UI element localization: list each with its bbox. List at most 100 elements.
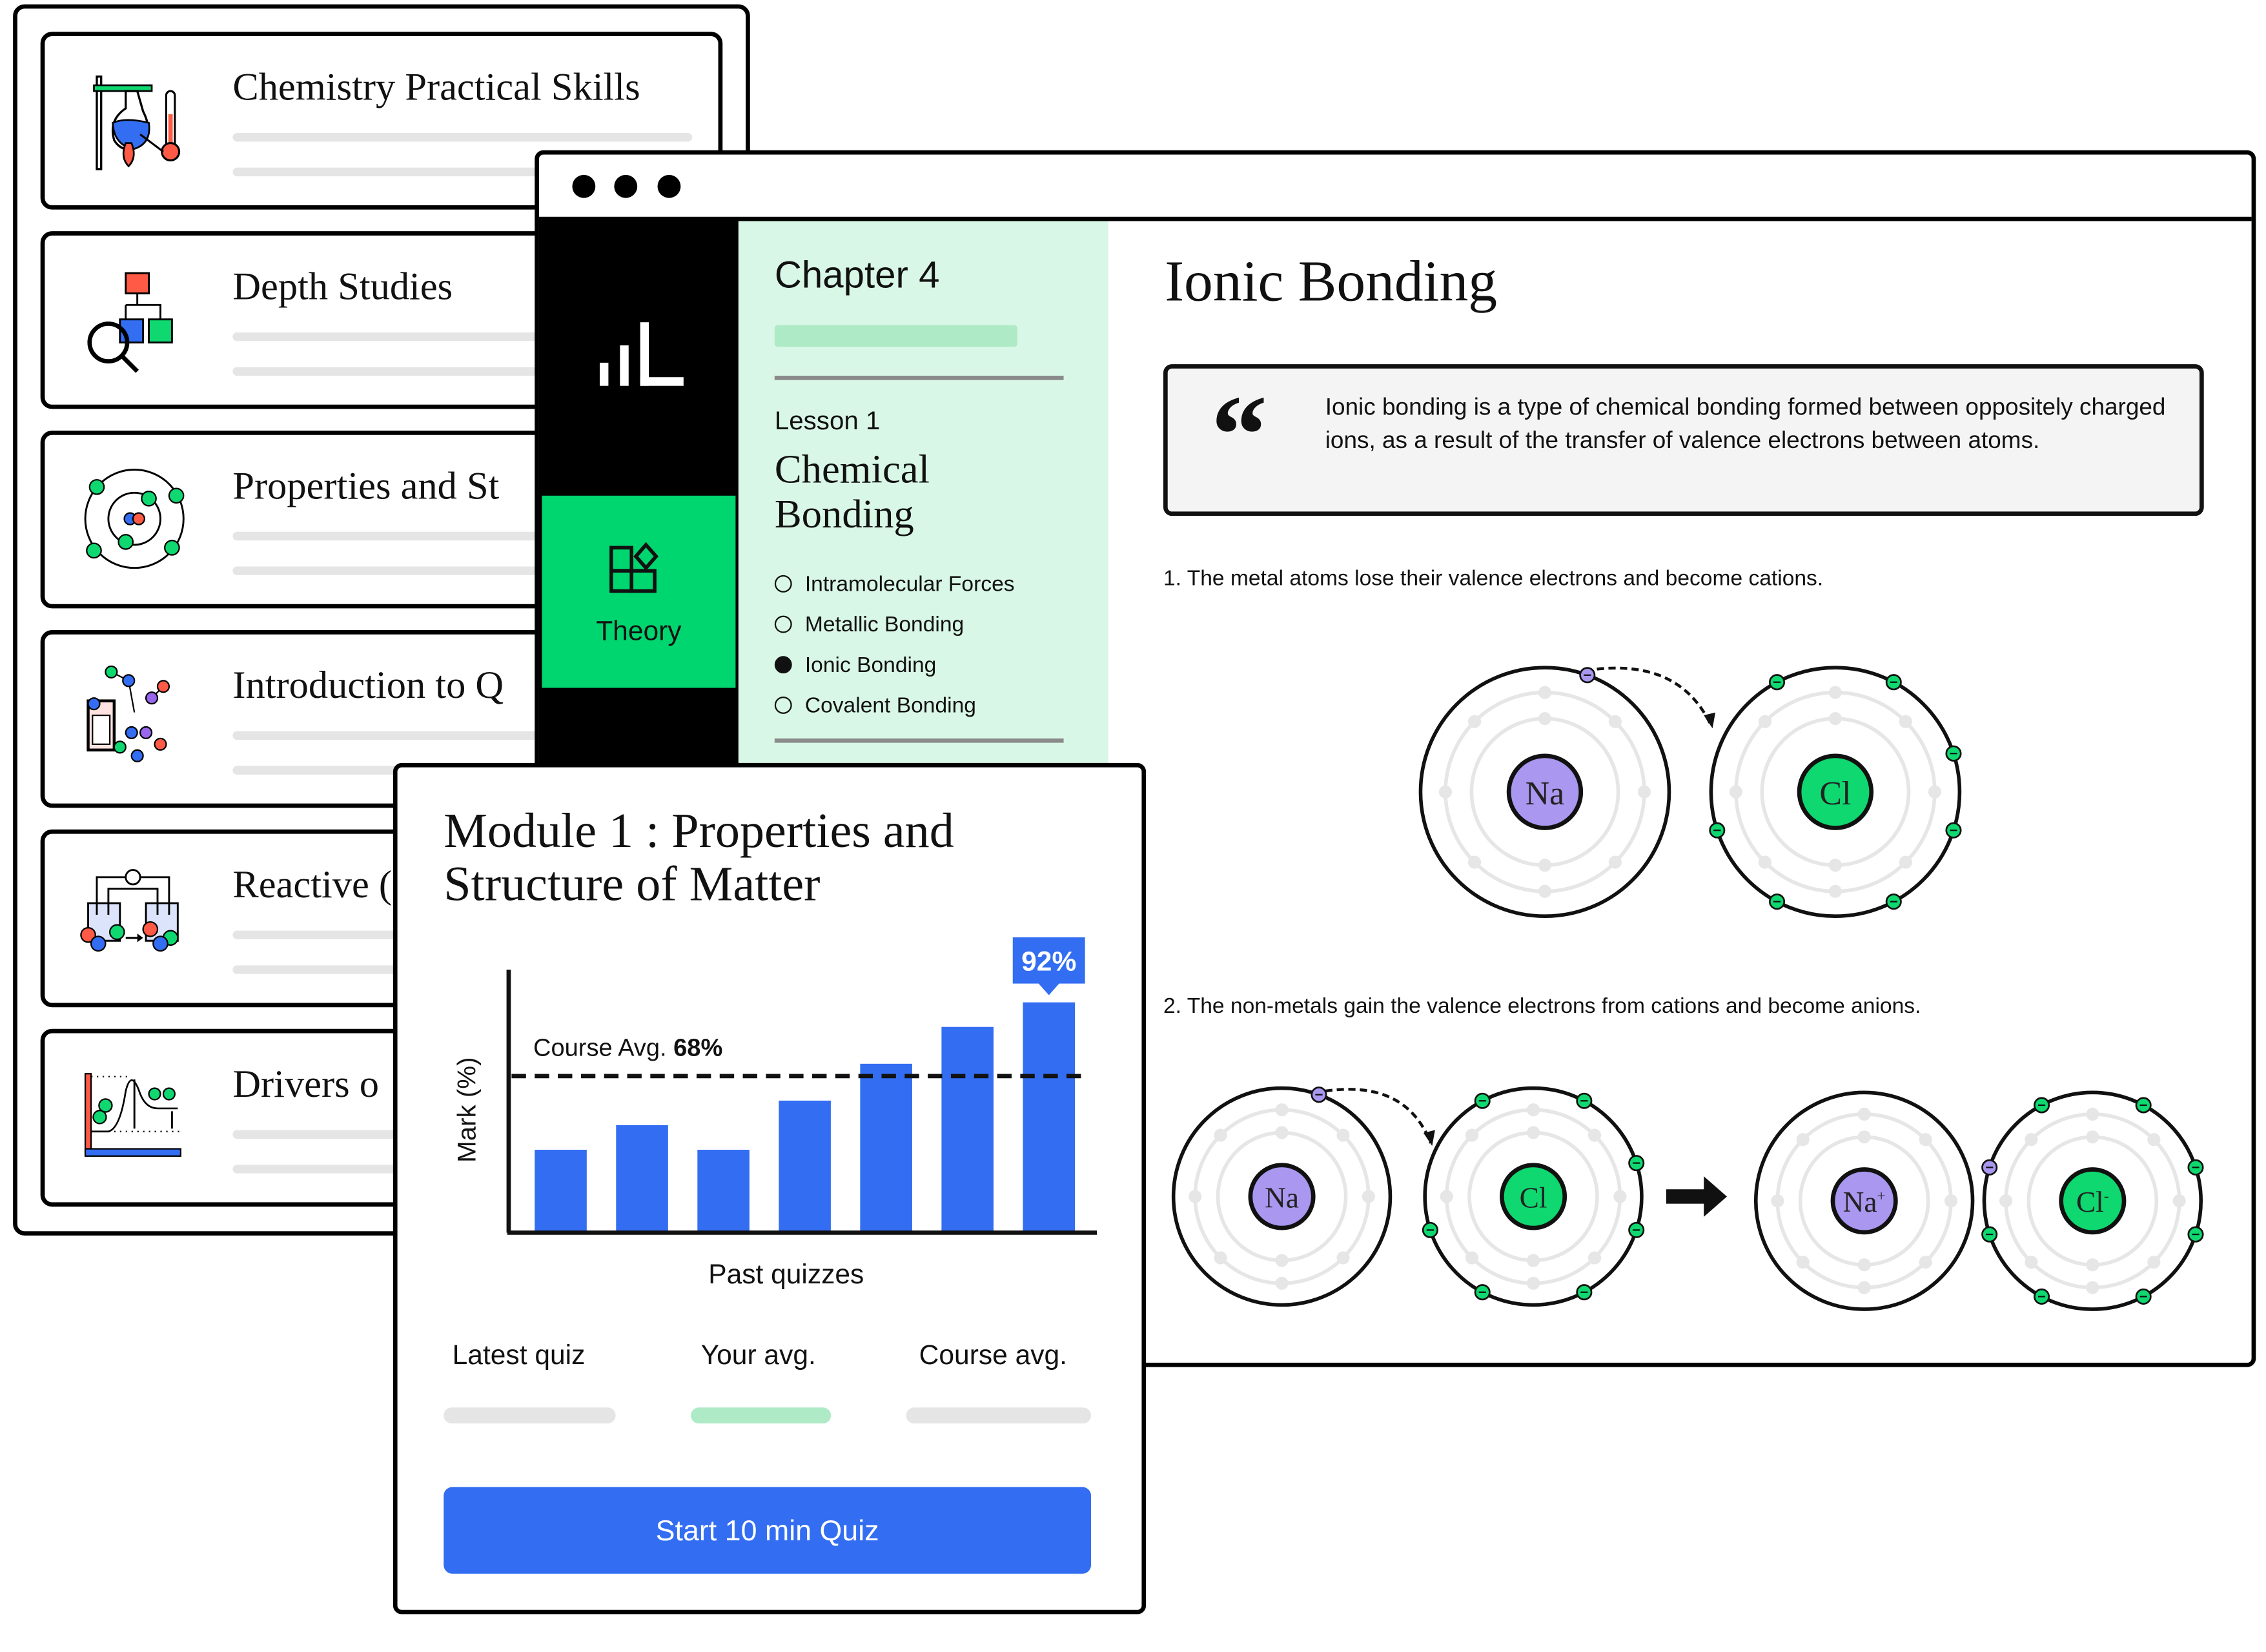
bar [779, 1100, 831, 1233]
nucleus [1500, 1163, 1567, 1230]
outer-shell [1753, 1090, 1975, 1311]
inner-electron [2025, 1133, 2038, 1147]
inner-electron [1362, 1190, 1375, 1203]
nucleus [1248, 1163, 1316, 1230]
topic-metallic-bonding[interactable]: Metallic Bonding [774, 613, 964, 637]
quiz-bar-chart: Course Avg. 68% 92% Mark (%) Past quizzes [452, 937, 1097, 1290]
sidebar-item-theory[interactable]: Theory [542, 495, 736, 688]
topic-label: Intramolecular Forces [804, 572, 1015, 597]
nucleus-label: Cl [1520, 1181, 1547, 1214]
inner-electron [1729, 785, 1742, 799]
nucleus-label: Na [1265, 1181, 1299, 1214]
inner-electron [1538, 859, 1552, 872]
radio-selected-icon [774, 656, 792, 674]
latest-quiz-label: Latest quiz [452, 1341, 586, 1372]
chapter-progress-bar [774, 325, 1017, 347]
course-avg-label: Course avg. [919, 1341, 1068, 1372]
nucleus-label: Cl [1819, 775, 1851, 812]
module-title: Module 1 : Properties and Structure of M… [444, 805, 954, 912]
module-title-line: Structure of Matter [444, 858, 821, 912]
content-title: Ionic Bonding [1165, 249, 1498, 314]
bar [535, 1150, 587, 1233]
topic-label: Ionic Bonding [804, 653, 937, 678]
topic-covalent-bonding[interactable]: Covalent Bonding [774, 693, 976, 719]
inner-electron [1587, 1128, 1602, 1142]
inner-electron [1587, 1251, 1602, 1265]
atom-na: Na [1418, 666, 1671, 919]
radio-icon [774, 615, 792, 633]
module-card-title: Depth Studies [232, 264, 453, 308]
inner-electron [1944, 1194, 1958, 1208]
module-card-title: Reactive ( [232, 862, 393, 906]
atom-na-ion: Na+ [1753, 1090, 1975, 1311]
window-dot-minimize[interactable] [614, 174, 638, 198]
inner-electron [1999, 1194, 2013, 1208]
lesson-title-line: Chemical [774, 447, 930, 493]
window-dot-close[interactable] [572, 174, 596, 198]
inner-electron [1214, 1251, 1227, 1265]
divider [774, 738, 1064, 743]
inner-electron [1465, 1251, 1479, 1265]
module-card-title: Drivers o [232, 1062, 380, 1106]
bar [1023, 1002, 1075, 1233]
topic-ionic-bonding[interactable]: Ionic Bonding [774, 653, 937, 678]
nucleus [1797, 753, 1874, 830]
module-card-title: Introduction to Q [232, 663, 504, 707]
step-1-text: 1. The metal atoms lose their valence el… [1163, 566, 1824, 591]
your-avg-label: Your avg. [700, 1341, 816, 1372]
start-quiz-button[interactable]: Start 10 min Quiz [444, 1487, 1092, 1574]
inner-electron [1526, 1254, 1540, 1267]
module-card-chemistry-practical-skills[interactable]: Chemistry Practical Skills [40, 32, 723, 210]
calculator-molecule-icon [87, 665, 170, 762]
nucleus [1830, 1167, 1898, 1235]
outer-shell [1418, 666, 1671, 919]
electron-transfer-arrow [1597, 666, 1713, 726]
module-summary-card: Module 1 : Properties and Structure of M… [393, 762, 1147, 1615]
inner-electron [1828, 884, 1842, 898]
inner-electron [1275, 1276, 1289, 1290]
quote-text: Ionic bonding is a type of chemical bond… [1325, 394, 2166, 454]
bar [860, 1063, 912, 1233]
latest-quiz-placeholder-bar [444, 1407, 616, 1423]
window-dot-maximize[interactable] [657, 174, 681, 198]
module-title-line: Module 1 : Properties and [444, 804, 954, 859]
inner-electron [1796, 1133, 1810, 1147]
bar [616, 1125, 668, 1233]
course-average-label: Course Avg. 68% [533, 1035, 722, 1062]
inner-electron [1275, 1103, 1289, 1117]
inner-electron [1828, 712, 1842, 726]
placeholder-line [232, 132, 693, 142]
inner-electron [1919, 1133, 1932, 1147]
energy-profile-icon [84, 1073, 181, 1157]
nucleus [2059, 1167, 2127, 1235]
topic-intramolecular-forces[interactable]: Intramolecular Forces [774, 572, 1015, 597]
inner-electron [1899, 855, 1912, 869]
y-axis-label: Mark (%) [452, 1057, 481, 1162]
ionic-bonding-diagrams: Na Cl Na Cl Na+ Cl- [1171, 666, 2204, 1311]
lesson-label: Lesson 1 [774, 406, 881, 435]
inner-electron [2086, 1281, 2099, 1294]
course-avg-placeholder-bar [906, 1407, 1092, 1423]
inner-electron [2147, 1256, 2161, 1269]
divider [774, 376, 1064, 380]
outer-shell [1171, 1086, 1393, 1307]
topic-label: Covalent Bonding [804, 693, 976, 719]
bar [941, 1026, 994, 1233]
inner-electron [2086, 1130, 2099, 1144]
definition-quote: “ Ionic bonding is a type of chemical bo… [1163, 364, 2204, 516]
inner-electron [1928, 785, 1941, 799]
inner-electron [1857, 1281, 1871, 1294]
inner-electron [1467, 855, 1482, 869]
inner-electron [1771, 1194, 1784, 1208]
inner-electron [1438, 785, 1453, 799]
lesson-title-line: Bonding [774, 493, 914, 538]
inner-electron [1538, 884, 1552, 898]
inner-electron [1637, 785, 1651, 799]
inner-electron [2147, 1133, 2161, 1147]
atom-cl: Cl [1422, 1086, 1645, 1307]
module-card-title: Chemistry Practical Skills [232, 65, 640, 108]
inner-electron [2086, 1107, 2099, 1121]
inner-electron [1465, 1128, 1479, 1142]
atom-cl-ion: Cl- [1981, 1090, 2204, 1311]
atom-cl: Cl [1709, 666, 1962, 919]
